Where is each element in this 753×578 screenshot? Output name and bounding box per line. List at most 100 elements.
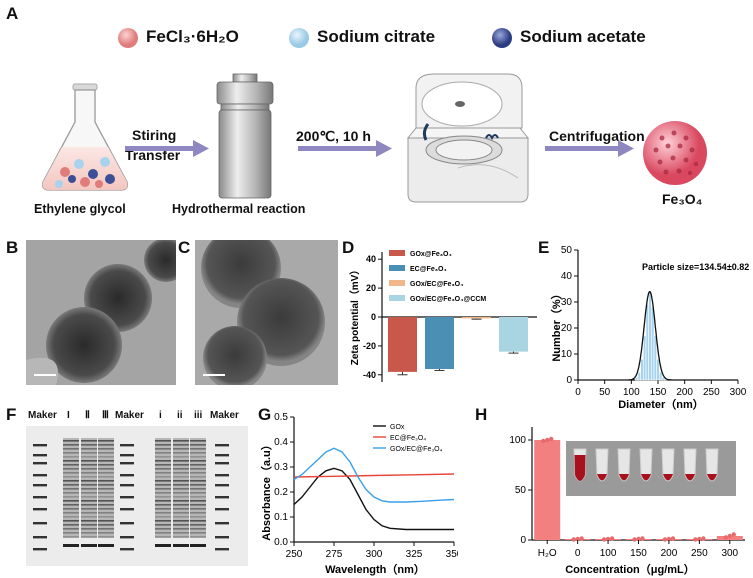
gel-protein-band xyxy=(173,536,189,538)
size-ytick-label: 30 xyxy=(561,297,573,308)
gel-protein-band xyxy=(81,500,97,502)
reagent-2: Sodium citrate xyxy=(287,26,435,55)
gel-protein-band xyxy=(190,476,206,478)
gel-protein-band xyxy=(98,512,114,514)
hemo-data-point xyxy=(541,438,546,444)
gel-protein-band xyxy=(173,516,189,518)
hemo-data-point xyxy=(601,537,607,542)
gel-protein-band xyxy=(173,448,189,450)
size-histogram-bar xyxy=(659,371,663,381)
gel-protein-band xyxy=(173,440,189,442)
sds-page-gel xyxy=(26,426,248,566)
zeta-legend-swatch xyxy=(389,280,405,286)
gel-protein-band xyxy=(155,452,171,454)
gel-protein-band xyxy=(63,492,79,494)
gel-protein-band xyxy=(63,484,79,486)
hemo-xtick-label: 0 xyxy=(575,548,581,559)
size-xtick-label: 250 xyxy=(703,387,720,398)
reagent-1: FeCl₃·6H₂O xyxy=(116,26,239,55)
gel-protein-band xyxy=(81,476,97,478)
hemo-data-point xyxy=(697,536,702,542)
gel-lane-label: Maker xyxy=(28,410,57,421)
abs-legend-label: GOx xyxy=(390,424,405,431)
gel-protein-band xyxy=(173,452,189,454)
hemo-data-point xyxy=(549,436,554,442)
size-xtick-label: 100 xyxy=(623,387,640,398)
arrow-right-icon xyxy=(125,140,209,157)
gel-marker-band xyxy=(215,522,229,525)
gel-protein-band xyxy=(190,488,206,490)
gel-protein-band xyxy=(190,440,206,442)
gel-protein-band xyxy=(155,444,171,446)
gel-protein-band xyxy=(190,544,206,547)
gel-protein-band xyxy=(98,468,114,470)
gel-protein-band xyxy=(173,524,189,526)
gel-protein-band xyxy=(81,520,97,522)
panel-label-e: E xyxy=(538,238,550,257)
gel-protein-band xyxy=(190,448,206,450)
gel-protein-band xyxy=(190,468,206,470)
gel-lane-label: Maker xyxy=(115,410,144,421)
gel-lane-label: Maker xyxy=(210,410,239,421)
gel-protein-band xyxy=(155,476,171,478)
hemo-bar xyxy=(534,440,561,540)
size-ytick-label: 0 xyxy=(566,375,572,386)
hemolysis-tube-icon xyxy=(683,448,697,482)
hemolysis-tube-fill xyxy=(663,474,673,481)
abs-ytick-label: 0.1 xyxy=(274,512,288,523)
hemolysis-tube-fill xyxy=(574,455,586,481)
gel-protein-band xyxy=(98,516,114,518)
reagent-3-name: Sodium acetate xyxy=(520,27,646,46)
reagent-1-ball-icon xyxy=(118,28,138,48)
gel-marker-band xyxy=(33,454,47,457)
gel-protein-band xyxy=(155,440,171,442)
gel-protein-band xyxy=(190,500,206,502)
zeta-ytick-label: 40 xyxy=(366,254,376,264)
size-xtick-label: 50 xyxy=(599,387,611,398)
hemolysis-tube-fill xyxy=(619,474,629,481)
gel-lane-label: Ⅱ xyxy=(85,410,90,421)
gel-marker-band xyxy=(33,474,47,477)
panel-label-c: C xyxy=(178,238,191,257)
gel-protein-band xyxy=(173,532,189,534)
gel-protein-band xyxy=(173,476,189,478)
gel-protein-band xyxy=(81,504,97,506)
hemo-data-point xyxy=(701,536,706,541)
tem-image-c xyxy=(195,240,338,385)
hemo-data-point xyxy=(727,533,732,539)
gel-protein-band xyxy=(81,492,97,494)
gel-protein-band xyxy=(98,456,114,458)
gel-lane-label: iii xyxy=(194,410,203,421)
gel-protein-band xyxy=(98,452,114,454)
hemo-xtick-label: 300 xyxy=(721,548,738,559)
gel-bands xyxy=(33,438,229,551)
size-histogram-bar xyxy=(653,335,657,381)
gel-protein-band xyxy=(155,472,171,474)
panel-label-f: F xyxy=(6,405,17,424)
hemo-data-point xyxy=(636,536,641,542)
size-ylabel: Number（%） xyxy=(550,288,563,361)
zeta-legend-label: EC@Fe₃O₄ xyxy=(410,266,447,273)
gel-protein-band xyxy=(98,528,114,530)
flask-caption: Ethylene glycol xyxy=(34,202,126,216)
hydrothermal-reactor-illustration xyxy=(216,73,274,199)
gel-protein-band xyxy=(81,536,97,538)
gel-protein-band xyxy=(98,476,114,478)
gel-marker-band xyxy=(215,474,229,477)
gel-protein-band xyxy=(81,468,97,470)
gel-marker-band xyxy=(215,484,229,487)
gel-protein-band xyxy=(98,488,114,490)
gel-protein-band xyxy=(155,520,171,522)
gel-protein-band xyxy=(81,508,97,510)
abs-series-line xyxy=(293,467,454,531)
gel-marker-band xyxy=(33,522,47,525)
zeta-legend-swatch xyxy=(389,265,405,271)
gel-protein-band xyxy=(81,480,97,482)
hemo-data-point xyxy=(723,535,728,540)
gel-protein-band xyxy=(63,448,79,450)
size-gaussian-fit xyxy=(628,291,672,381)
gel-protein-band xyxy=(173,480,189,482)
hemo-data-point xyxy=(693,537,698,542)
gel-marker-band xyxy=(33,462,47,465)
hemolysis-tube-icon xyxy=(639,448,653,482)
